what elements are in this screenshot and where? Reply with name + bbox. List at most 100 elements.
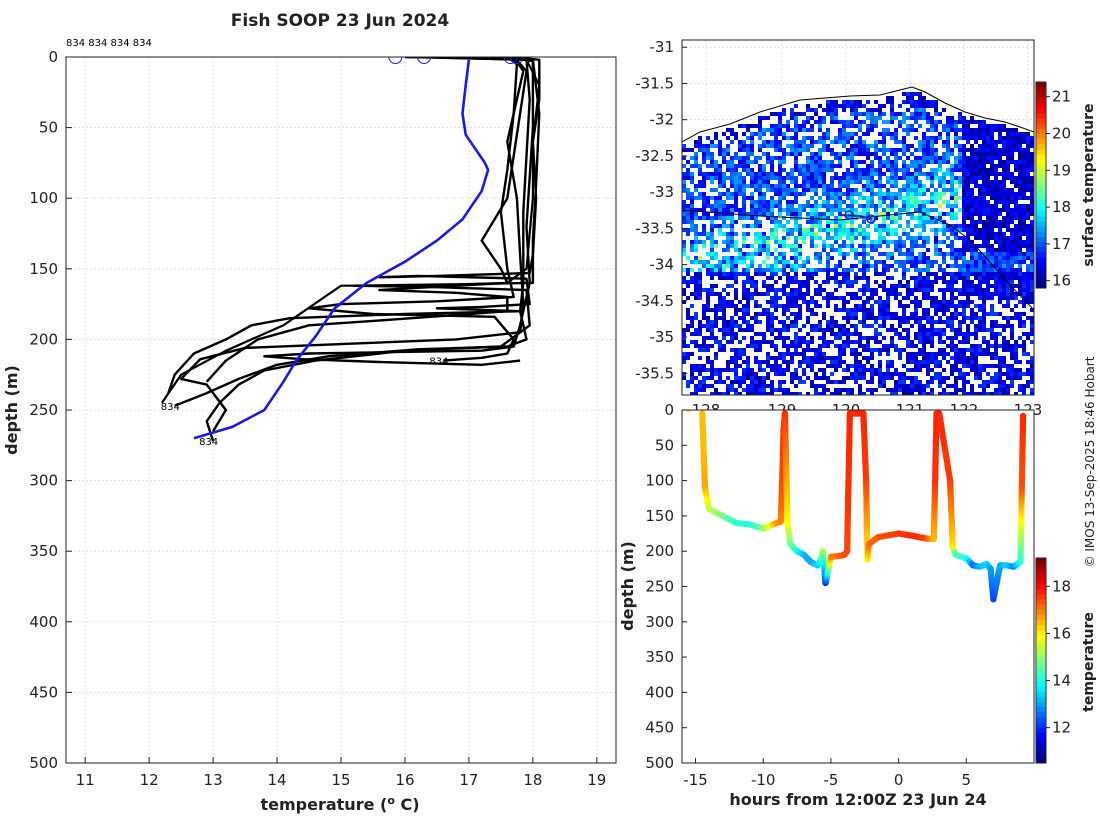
- sst-pixel: [910, 376, 914, 380]
- sst-pixel: [946, 188, 950, 192]
- sst-pixel: [826, 364, 830, 368]
- sst-pixel: [758, 180, 762, 184]
- sst-pixel: [990, 328, 994, 332]
- sst-pixel: [806, 180, 810, 184]
- sst-pixel: [1010, 156, 1014, 160]
- sst-pixel: [706, 376, 710, 380]
- sst-pixel: [762, 128, 766, 132]
- sst-pixel: [830, 360, 834, 364]
- sst-pixel: [962, 148, 966, 152]
- sst-pixel: [1002, 364, 1006, 368]
- map-colorbar-swatch: [1036, 174, 1046, 181]
- sst-pixel: [1010, 240, 1014, 244]
- surface-marker-circle: [417, 57, 432, 64]
- sst-pixel: [914, 316, 918, 320]
- sst-pixel: [906, 168, 910, 172]
- sst-pixel: [714, 316, 718, 320]
- sst-pixel: [838, 192, 842, 196]
- sst-pixel: [822, 288, 826, 292]
- sst-pixel: [854, 352, 858, 356]
- sst-pixel: [934, 320, 938, 324]
- sst-pixel: [1010, 356, 1014, 360]
- sst-pixel: [802, 360, 806, 364]
- sst-pixel: [790, 200, 794, 204]
- sst-pixel: [918, 212, 922, 216]
- sst-pixel: [1006, 204, 1010, 208]
- sst-pixel: [926, 356, 930, 360]
- sst-pixel: [730, 260, 734, 264]
- sst-pixel: [786, 208, 790, 212]
- sst-pixel: [682, 156, 686, 160]
- sst-pixel: [862, 292, 866, 296]
- sst-pixel: [966, 140, 970, 144]
- sst-pixel: [830, 296, 834, 300]
- sst-pixel: [874, 180, 878, 184]
- sst-pixel: [798, 256, 802, 260]
- sst-pixel: [866, 340, 870, 344]
- sst-pixel: [998, 236, 1002, 240]
- sst-pixel: [970, 300, 974, 304]
- sst-pixel: [886, 132, 890, 136]
- sst-pixel: [906, 368, 910, 372]
- sst-pixel: [998, 148, 1002, 152]
- sst-pixel: [902, 188, 906, 192]
- sst-pixel: [910, 124, 914, 128]
- sst-pixel: [934, 280, 938, 284]
- sst-pixel: [694, 260, 698, 264]
- sst-pixel: [970, 204, 974, 208]
- sst-pixel: [698, 364, 702, 368]
- sst-pixel: [830, 208, 834, 212]
- sst-pixel: [890, 96, 894, 100]
- sst-pixel: [718, 140, 722, 144]
- sst-pixel: [778, 372, 782, 376]
- sst-pixel: [858, 388, 862, 392]
- sst-pixel: [798, 172, 802, 176]
- sst-pixel: [750, 208, 754, 212]
- sst-pixel: [818, 376, 822, 380]
- sst-pixel: [682, 144, 686, 148]
- sst-pixel: [882, 172, 886, 176]
- sst-pixel: [922, 108, 926, 112]
- sst-pixel: [1026, 184, 1030, 188]
- sst-pixel: [918, 360, 922, 364]
- sst-pixel: [938, 240, 942, 244]
- sst-pixel: [882, 312, 886, 316]
- sst-pixel: [978, 232, 982, 236]
- sst-pixel: [870, 240, 874, 244]
- sst-pixel: [970, 252, 974, 256]
- sst-pixel: [750, 328, 754, 332]
- sst-pixel: [1026, 236, 1030, 240]
- sst-pixel: [1002, 268, 1006, 272]
- sst-pixel: [954, 216, 958, 220]
- sst-pixel: [990, 208, 994, 212]
- sst-pixel: [878, 188, 882, 192]
- sst-pixel: [978, 344, 982, 348]
- sst-pixel: [702, 384, 706, 388]
- sst-pixel: [974, 364, 978, 368]
- sst-pixel: [846, 332, 850, 336]
- sst-pixel: [702, 148, 706, 152]
- sst-pixel: [826, 320, 830, 324]
- sst-pixel: [698, 344, 702, 348]
- sst-pixel: [802, 300, 806, 304]
- sst-pixel: [962, 260, 966, 264]
- sst-pixel: [814, 292, 818, 296]
- sst-pixel: [686, 220, 690, 224]
- sst-pixel: [786, 336, 790, 340]
- sst-pixel: [734, 152, 738, 156]
- sst-pixel: [882, 272, 886, 276]
- sst-pixel: [858, 336, 862, 340]
- sst-pixel: [898, 332, 902, 336]
- sst-pixel: [982, 144, 986, 148]
- sst-pixel: [758, 248, 762, 252]
- sst-pixel: [886, 316, 890, 320]
- sst-pixel: [718, 268, 722, 272]
- sst-pixel: [998, 124, 1002, 128]
- sst-pixel: [706, 144, 710, 148]
- sst-pixel: [838, 224, 842, 228]
- sst-pixel: [806, 188, 810, 192]
- y-tick-label: 150: [29, 260, 58, 278]
- sst-pixel: [914, 204, 918, 208]
- sst-pixel: [978, 220, 982, 224]
- sst-pixel: [850, 144, 854, 148]
